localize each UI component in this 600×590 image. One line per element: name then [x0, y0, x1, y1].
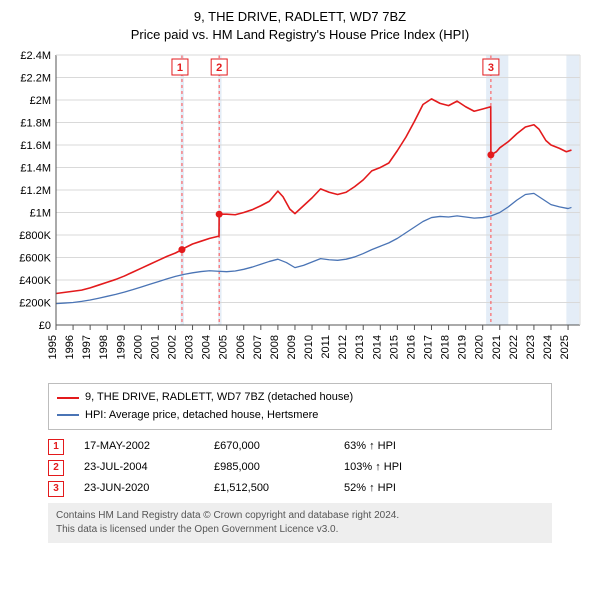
- svg-text:2002: 2002: [166, 335, 178, 359]
- svg-text:£600K: £600K: [19, 253, 51, 265]
- svg-text:2018: 2018: [440, 335, 452, 359]
- title-line-2: Price paid vs. HM Land Registry's House …: [6, 26, 594, 44]
- svg-text:2015: 2015: [388, 335, 400, 359]
- svg-text:2008: 2008: [269, 335, 281, 359]
- svg-text:2013: 2013: [354, 335, 366, 359]
- attribution-footer: Contains HM Land Registry data © Crown c…: [48, 503, 552, 543]
- sale-date: 17-MAY-2002: [84, 436, 214, 457]
- svg-text:2019: 2019: [457, 335, 469, 359]
- svg-text:1995: 1995: [47, 335, 59, 359]
- sale-price: £985,000: [214, 457, 344, 478]
- svg-text:£2M: £2M: [30, 95, 51, 107]
- svg-text:£1M: £1M: [30, 208, 51, 220]
- svg-text:1998: 1998: [98, 335, 110, 359]
- svg-text:£1.6M: £1.6M: [20, 140, 51, 152]
- svg-text:2016: 2016: [405, 335, 417, 359]
- svg-text:2009: 2009: [286, 335, 298, 359]
- legend-label-hpi: HPI: Average price, detached house, Hert…: [85, 407, 318, 425]
- sale-marker-1: 1: [48, 439, 64, 455]
- sales-row: 1 17-MAY-2002£670,00063% ↑ HPI: [48, 436, 552, 457]
- svg-text:2007: 2007: [252, 335, 264, 359]
- price-chart: £0 £200K £400K £600K £800K £1M £1.2M £1.4M £1.6M…: [8, 47, 592, 377]
- footer-line-2: This data is licensed under the Open Gov…: [56, 523, 544, 537]
- svg-text:2012: 2012: [337, 335, 349, 359]
- svg-text:2022: 2022: [508, 335, 520, 359]
- svg-text:2001: 2001: [149, 335, 161, 359]
- sale-marker-3: 3: [48, 481, 64, 497]
- svg-text:2011: 2011: [320, 335, 332, 359]
- svg-text:1999: 1999: [115, 335, 127, 359]
- svg-text:3: 3: [488, 62, 494, 74]
- svg-text:2020: 2020: [474, 335, 486, 359]
- sale-pct: 52% ↑ HPI: [344, 478, 396, 499]
- sale-date: 23-JUL-2004: [84, 457, 214, 478]
- legend-label-property: 9, THE DRIVE, RADLETT, WD7 7BZ (detached…: [85, 389, 353, 407]
- sales-table: 1 17-MAY-2002£670,00063% ↑ HPI 2 23-JUL-200…: [48, 436, 552, 499]
- svg-text:2004: 2004: [201, 335, 213, 359]
- svg-text:£800K: £800K: [19, 230, 51, 242]
- svg-text:2023: 2023: [525, 335, 537, 359]
- svg-text:2: 2: [216, 62, 222, 74]
- svg-text:£1.4M: £1.4M: [20, 163, 51, 175]
- svg-text:2000: 2000: [132, 335, 144, 359]
- svg-text:£1.2M: £1.2M: [20, 185, 51, 197]
- sales-row: 3 23-JUN-2020£1,512,50052% ↑ HPI: [48, 478, 552, 499]
- svg-text:2006: 2006: [235, 335, 247, 359]
- title-line-1: 9, THE DRIVE, RADLETT, WD7 7BZ: [6, 8, 594, 26]
- svg-text:£2.2M: £2.2M: [20, 73, 51, 85]
- figure-container: 9, THE DRIVE, RADLETT, WD7 7BZ Price pai…: [0, 0, 600, 543]
- svg-text:2014: 2014: [371, 335, 383, 359]
- svg-text:£200K: £200K: [19, 298, 51, 310]
- legend: 9, THE DRIVE, RADLETT, WD7 7BZ (detached…: [48, 383, 552, 430]
- sale-price: £1,512,500: [214, 478, 344, 499]
- sale-date: 23-JUN-2020: [84, 478, 214, 499]
- svg-text:2021: 2021: [491, 335, 503, 359]
- svg-text:2024: 2024: [542, 335, 554, 359]
- svg-text:£400K: £400K: [19, 275, 51, 287]
- svg-text:1996: 1996: [64, 335, 76, 359]
- sales-row: 2 23-JUL-2004£985,000103% ↑ HPI: [48, 457, 552, 478]
- sale-price: £670,000: [214, 436, 344, 457]
- legend-row-property: 9, THE DRIVE, RADLETT, WD7 7BZ (detached…: [57, 389, 543, 407]
- sale-pct: 103% ↑ HPI: [344, 457, 402, 478]
- chart-area: £0 £200K £400K £600K £800K £1M £1.2M £1.4M £1.6M…: [0, 47, 600, 377]
- svg-text:£1.8M: £1.8M: [20, 118, 51, 130]
- svg-text:1997: 1997: [81, 335, 93, 359]
- svg-text:2025: 2025: [559, 335, 571, 359]
- sale-pct: 63% ↑ HPI: [344, 436, 396, 457]
- sale-marker-2: 2: [48, 460, 64, 476]
- svg-text:2005: 2005: [218, 335, 230, 359]
- svg-text:£0: £0: [39, 320, 51, 332]
- title-block: 9, THE DRIVE, RADLETT, WD7 7BZ Price pai…: [0, 0, 600, 47]
- footer-line-1: Contains HM Land Registry data © Crown c…: [56, 509, 544, 523]
- svg-text:£2.4M: £2.4M: [20, 50, 51, 62]
- svg-text:2010: 2010: [303, 335, 315, 359]
- legend-row-hpi: HPI: Average price, detached house, Hert…: [57, 407, 543, 425]
- legend-swatch-property: [57, 397, 79, 399]
- legend-swatch-hpi: [57, 414, 79, 416]
- svg-text:2017: 2017: [423, 335, 435, 359]
- svg-text:2003: 2003: [184, 335, 196, 359]
- svg-text:1: 1: [177, 62, 183, 74]
